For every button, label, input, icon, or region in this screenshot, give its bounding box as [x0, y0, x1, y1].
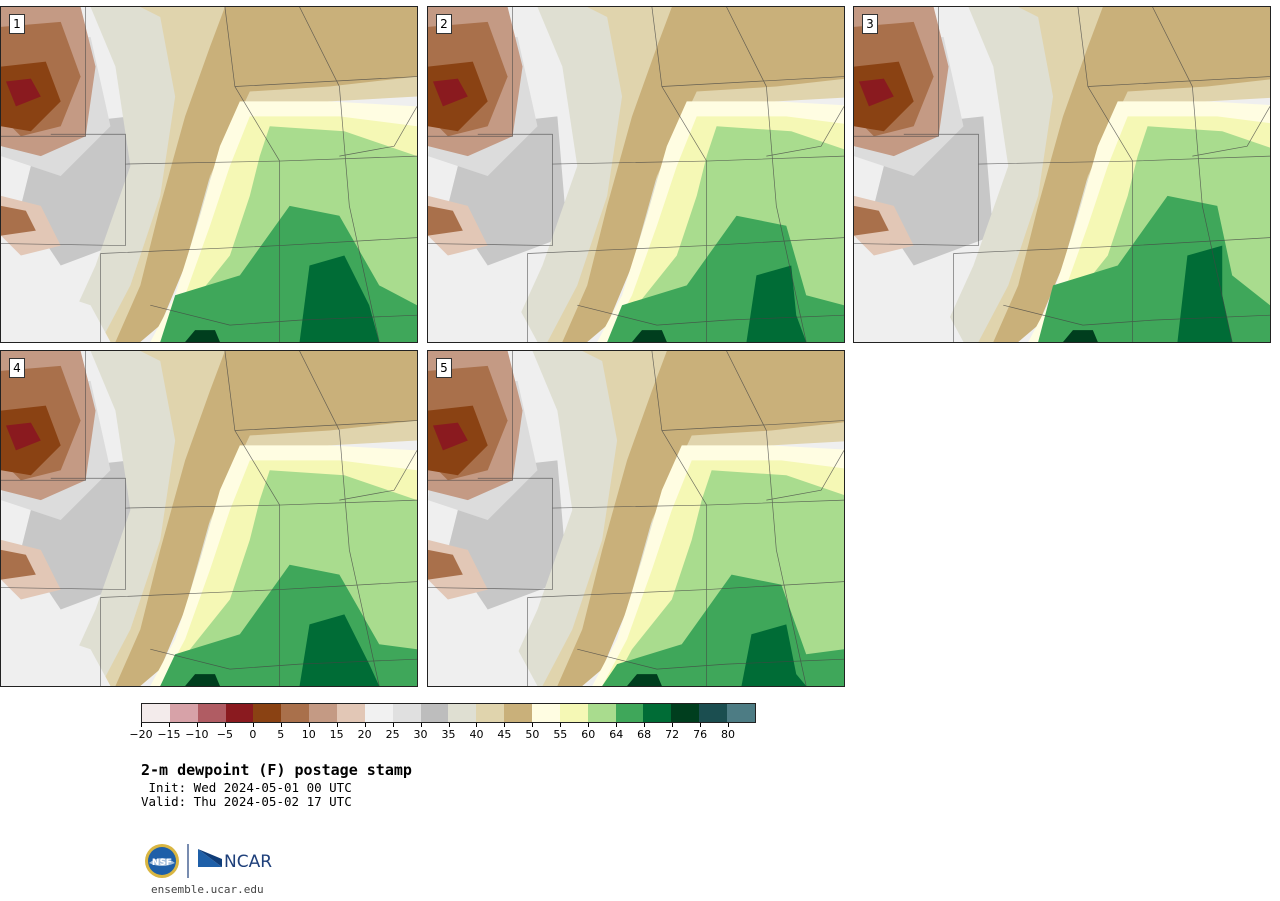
- colorbar-tick: [728, 723, 730, 727]
- colorbar-tick-label: −10: [185, 728, 209, 741]
- colorbar: [141, 703, 756, 723]
- colorbar-tick: [560, 723, 562, 727]
- panel-number: 1: [9, 14, 25, 34]
- colorbar-tick-label: 40: [469, 728, 484, 741]
- colorbar-swatch: [169, 704, 198, 722]
- colorbar-tick: [252, 723, 254, 727]
- site-url: ensemble.ucar.edu: [151, 883, 264, 896]
- colorbar-tick: [672, 723, 674, 727]
- colorbar-swatch: [532, 704, 560, 722]
- colorbar-swatch: [448, 704, 477, 722]
- colorbar-tick: [420, 723, 422, 727]
- colorbar-tick-label: 35: [441, 728, 456, 741]
- colorbar-swatch: [643, 704, 672, 722]
- colorbar-tick-label: 68: [637, 728, 652, 741]
- colorbar-tick: [448, 723, 450, 727]
- stamp-panel-1: 1: [0, 6, 418, 343]
- panel-number: 2: [436, 14, 452, 34]
- colorbar-tick-label: 80: [721, 728, 736, 741]
- colorbar-tick: [308, 723, 310, 727]
- colorbar-tick-label: 50: [525, 728, 540, 741]
- panel-number: 3: [862, 14, 878, 34]
- colorbar-tick-label: 72: [665, 728, 680, 741]
- colorbar-tick-label: 60: [581, 728, 596, 741]
- colorbar-swatch: [699, 704, 728, 722]
- colorbar-tick: [196, 723, 198, 727]
- stamp-panel-3: 3: [853, 6, 1271, 343]
- panel-number: 5: [436, 358, 452, 378]
- dewpoint-map: [1, 7, 417, 342]
- colorbar-tick: [141, 723, 142, 727]
- colorbar-tick: [224, 723, 226, 727]
- colorbar-tick: [504, 723, 506, 727]
- colorbar-swatch: [392, 704, 421, 722]
- colorbar-tick: [364, 723, 366, 727]
- stamp-panel-2: 2: [427, 6, 845, 343]
- colorbar-tick: [700, 723, 702, 727]
- colorbar-swatch: [281, 704, 310, 722]
- colorbar-tick-label: 15: [329, 728, 344, 741]
- nsf-logo: NSF: [145, 844, 179, 878]
- colorbar-ticks: −20 −15 −10 −5 0 5 10 15 20 25 30 35 40 45 50 55 60 64 68 7…: [129, 723, 756, 745]
- colorbar-swatch: [253, 704, 282, 722]
- nsf-logo-text: NSF: [152, 858, 172, 868]
- colorbar-swatch: [671, 704, 700, 722]
- colorbar-tick-label: 55: [553, 728, 568, 741]
- dewpoint-map: [854, 7, 1270, 342]
- colorbar-swatch: [364, 704, 393, 722]
- colorbar-swatch: [727, 704, 755, 722]
- figure-title: 2-m dewpoint (F) postage stamp: [141, 761, 412, 779]
- colorbar-tick-label: 10: [301, 728, 316, 741]
- stamp-panel-5: 5: [427, 350, 845, 687]
- valid-time: Valid: Thu 2024-05-02 17 UTC: [141, 794, 352, 809]
- colorbar-tick-label: 5: [277, 728, 285, 741]
- colorbar-swatch: [559, 704, 588, 722]
- ncar-logo-text: NCAR: [224, 852, 272, 872]
- colorbar-swatch: [142, 704, 170, 722]
- init-time: Init: Wed 2024-05-01 00 UTC: [141, 780, 352, 795]
- colorbar-tick: [336, 723, 338, 727]
- colorbar-swatch: [587, 704, 616, 722]
- colorbar-tick: [532, 723, 534, 727]
- colorbar-tick-label: 20: [357, 728, 372, 741]
- colorbar-tick-label: 76: [693, 728, 708, 741]
- colorbar-swatch: [476, 704, 505, 722]
- colorbar-swatch: [420, 704, 449, 722]
- panel-number: 4: [9, 358, 25, 378]
- colorbar-tick-label: 64: [609, 728, 624, 741]
- colorbar-tick-label: 25: [385, 728, 400, 741]
- colorbar-swatch: [309, 704, 338, 722]
- colorbar-tick: [588, 723, 590, 727]
- dewpoint-map: [428, 351, 844, 686]
- stamp-panel-4: 4: [0, 350, 418, 687]
- colorbar-tick: [280, 723, 282, 727]
- colorbar-tick: [392, 723, 394, 727]
- dewpoint-map: [428, 7, 844, 342]
- dewpoint-map: [1, 351, 417, 686]
- colorbar-swatch: [197, 704, 226, 722]
- ncar-logo: NCAR: [198, 849, 272, 872]
- colorbar-tick-label: −15: [157, 728, 181, 741]
- colorbar-tick-label: 30: [413, 728, 428, 741]
- colorbar-tick: [616, 723, 618, 727]
- colorbar-tick-label: 0: [249, 728, 257, 741]
- colorbar-swatch: [337, 704, 365, 722]
- colorbar-tick-label: 45: [497, 728, 512, 741]
- colorbar-swatch: [504, 704, 533, 722]
- colorbar-tick: [644, 723, 646, 727]
- logos: NSF NCAR: [144, 843, 284, 881]
- colorbar-swatch: [225, 704, 254, 722]
- colorbar-tick-label: −20: [129, 728, 153, 741]
- colorbar-tick-label: −5: [216, 728, 233, 741]
- colorbar-tick: [168, 723, 170, 727]
- colorbar-swatch: [615, 704, 644, 722]
- colorbar-tick: [476, 723, 478, 727]
